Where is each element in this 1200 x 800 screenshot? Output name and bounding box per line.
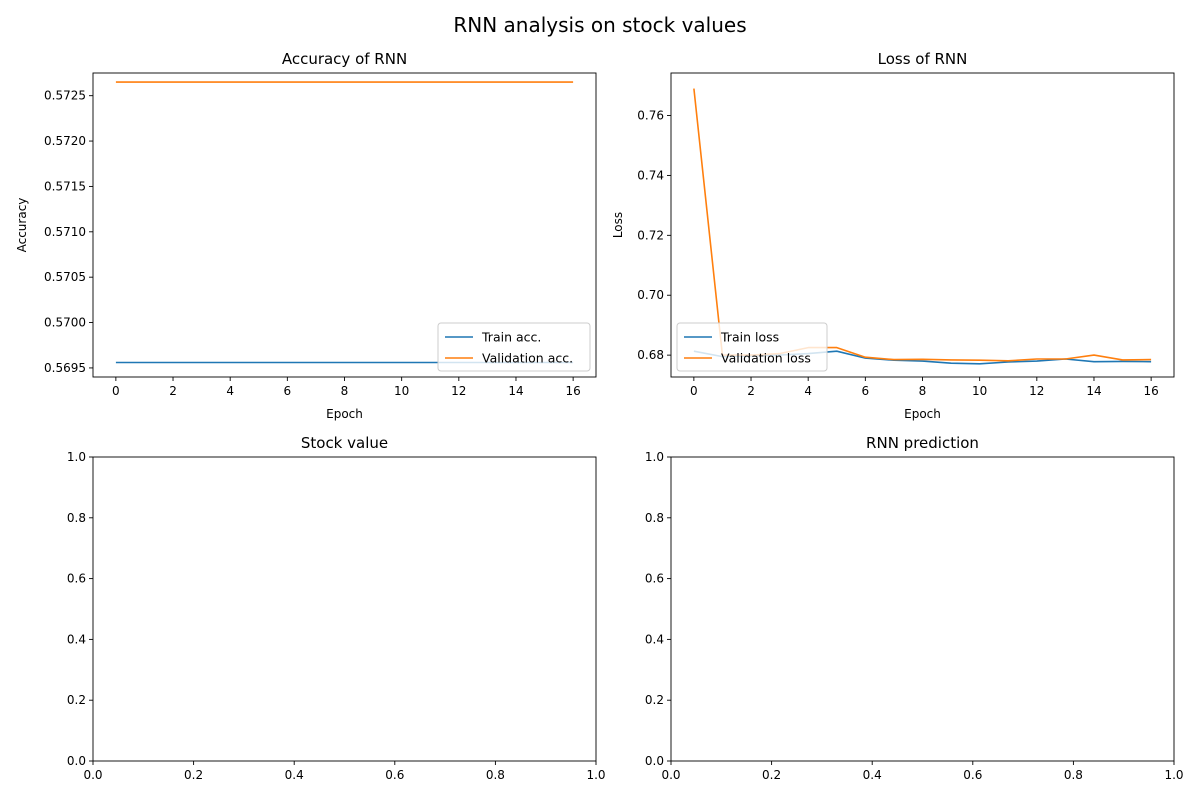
x-tick-label: 10	[394, 384, 409, 398]
axes-frame	[670, 456, 1175, 762]
y-tick-label: 0.8	[67, 511, 86, 525]
x-tick-label: 12	[1029, 384, 1044, 398]
y-axis-label: Accuracy	[15, 198, 29, 253]
x-tick-label: 6	[862, 384, 870, 398]
subplot-title: Stock value	[301, 434, 388, 452]
y-tick-label: 0.5715	[44, 179, 86, 193]
x-tick-label: 8	[919, 384, 927, 398]
x-tick-label: 12	[451, 384, 466, 398]
subplot-1: 0 2 4 6 8 10 12 14 16 0.5695 0.5700 0.5705 0.5710 0.5…	[15, 50, 597, 421]
x-tick-label: 0.6	[963, 768, 982, 782]
x-tick-label: 0.8	[486, 768, 505, 782]
y-tick-label: 0.2	[645, 693, 664, 707]
subplot-3: 0.0 0.2 0.4 0.6 0.8 1.0 0.0 0.2 0.4 0.6 0.8 1.0 Stoc…	[67, 434, 606, 782]
x-tick-label: 0.2	[184, 768, 203, 782]
y-tick-label: 0.8	[645, 511, 664, 525]
subplots: 0 2 4 6 8 10 12 14 16 0.5695 0.5700 0.5705 0.5710 0.5…	[15, 50, 1184, 782]
y-tick-label: 0.5720	[44, 134, 86, 148]
x-tick-label: 4	[226, 384, 234, 398]
x-tick-label: 6	[284, 384, 292, 398]
y-tick-label: 0.70	[637, 288, 664, 302]
y-tick-label: 0.5700	[44, 316, 86, 330]
y-tick-label: 0.4	[67, 632, 86, 646]
x-tick-label: 1.0	[586, 768, 605, 782]
y-tick-label: 0.2	[67, 693, 86, 707]
y-tick-label: 0.6	[645, 572, 664, 586]
y-tick-label: 0.72	[637, 228, 664, 242]
y-tick-label: 0.5710	[44, 225, 86, 239]
x-axis-label: Epoch	[326, 407, 363, 421]
y-tick-label: 0.6	[67, 572, 86, 586]
x-tick-label: 14	[508, 384, 523, 398]
x-tick-label: 8	[341, 384, 349, 398]
subplot-title: Loss of RNN	[878, 50, 968, 68]
subplot-title: Accuracy of RNN	[282, 50, 407, 68]
x-tick-label: 4	[804, 384, 812, 398]
x-tick-label: 0.0	[661, 768, 680, 782]
x-tick-label: 14	[1086, 384, 1101, 398]
legend-box	[437, 322, 591, 372]
y-tick-label: 0.4	[645, 632, 664, 646]
x-tick-label: 16	[1143, 384, 1158, 398]
y-tick-label: 0.68	[637, 348, 664, 362]
y-tick-label: 0.76	[637, 109, 664, 123]
subplot-4: 0.0 0.2 0.4 0.6 0.8 1.0 0.0 0.2 0.4 0.6 0.8 1.0 RNN …	[645, 434, 1184, 782]
y-tick-label: 1.0	[645, 450, 664, 464]
x-tick-label: 10	[972, 384, 987, 398]
x-axis-label: Epoch	[904, 407, 941, 421]
legend: Train acc. Validation acc.	[437, 322, 591, 372]
x-tick-label: 0.6	[385, 768, 404, 782]
y-tick-label: 1.0	[67, 450, 86, 464]
x-tick-label: 0	[690, 384, 698, 398]
series-line-2	[693, 88, 1152, 362]
legend-label: Train loss	[720, 330, 779, 345]
x-tick-label: 1.0	[1164, 768, 1183, 782]
legend: Train loss Validation loss	[676, 322, 828, 372]
figure-title: RNN analysis on stock values	[453, 13, 746, 37]
x-tick-label: 0.8	[1064, 768, 1083, 782]
y-tick-label: 0.0	[645, 754, 664, 768]
x-tick-label: 2	[747, 384, 755, 398]
y-tick-label: 0.0	[67, 754, 86, 768]
x-tick-label: 0.0	[83, 768, 102, 782]
y-tick-label: 0.5725	[44, 89, 86, 103]
axes-frame	[92, 456, 597, 762]
x-tick-label: 0	[112, 384, 120, 398]
x-tick-label: 0.2	[762, 768, 781, 782]
y-tick-label: 0.5705	[44, 270, 86, 284]
legend-box	[676, 322, 828, 372]
y-tick-label: 0.74	[637, 168, 664, 182]
legend-label: Validation acc.	[482, 351, 573, 366]
subplot-2: 0 2 4 6 8 10 12 14 16 0.68 0.70 0.72 0.74 0.76 Loss of…	[611, 50, 1175, 421]
subplot-title: RNN prediction	[866, 434, 979, 452]
x-tick-label: 2	[169, 384, 177, 398]
y-axis-label: Loss	[611, 212, 625, 238]
x-tick-label: 0.4	[863, 768, 882, 782]
x-tick-label: 0.4	[285, 768, 304, 782]
legend-label: Validation loss	[721, 351, 811, 366]
legend-label: Train acc.	[481, 330, 541, 345]
y-tick-label: 0.5695	[44, 361, 86, 375]
x-tick-label: 16	[565, 384, 580, 398]
